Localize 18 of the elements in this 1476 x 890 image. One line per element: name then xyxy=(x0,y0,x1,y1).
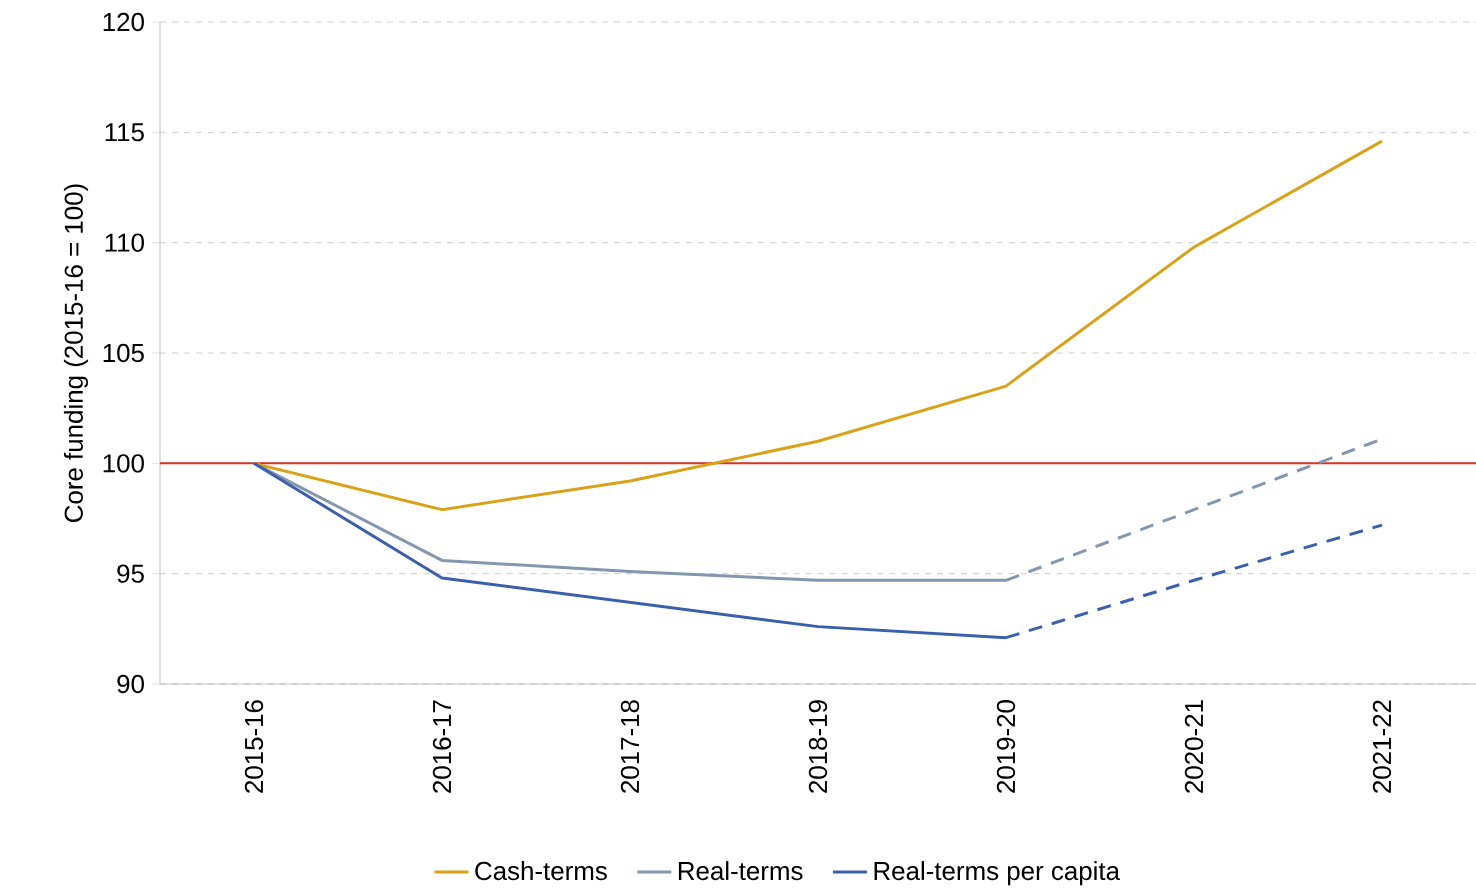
x-tick-label: 2021-22 xyxy=(1372,700,1392,793)
x-tick-label: 2020-21 xyxy=(1184,700,1204,793)
x-tick-label: 2018-19 xyxy=(808,700,828,793)
y-axis-title: Core funding (2015-16 = 100) xyxy=(63,184,89,522)
x-tick-label: 2015-16 xyxy=(244,700,264,793)
y-tick-label: 115 xyxy=(105,123,144,142)
y-tick-label: 95 xyxy=(117,564,144,583)
x-tick-label: 2019-20 xyxy=(996,700,1016,793)
y-tick-label: 120 xyxy=(103,12,144,32)
x-tick-label: 2016-17 xyxy=(432,700,452,793)
y-tick-label: 105 xyxy=(103,343,144,363)
legend-label: Real-terms xyxy=(678,861,803,881)
y-tick-label: 110 xyxy=(105,233,144,252)
legend-label: Real-terms per capita xyxy=(874,861,1120,886)
x-tick-label: 2017-18 xyxy=(620,700,640,793)
y-tick-label: 100 xyxy=(103,454,144,473)
y-tick-label: 90 xyxy=(117,674,144,694)
legend-label: Cash-terms xyxy=(475,861,607,881)
